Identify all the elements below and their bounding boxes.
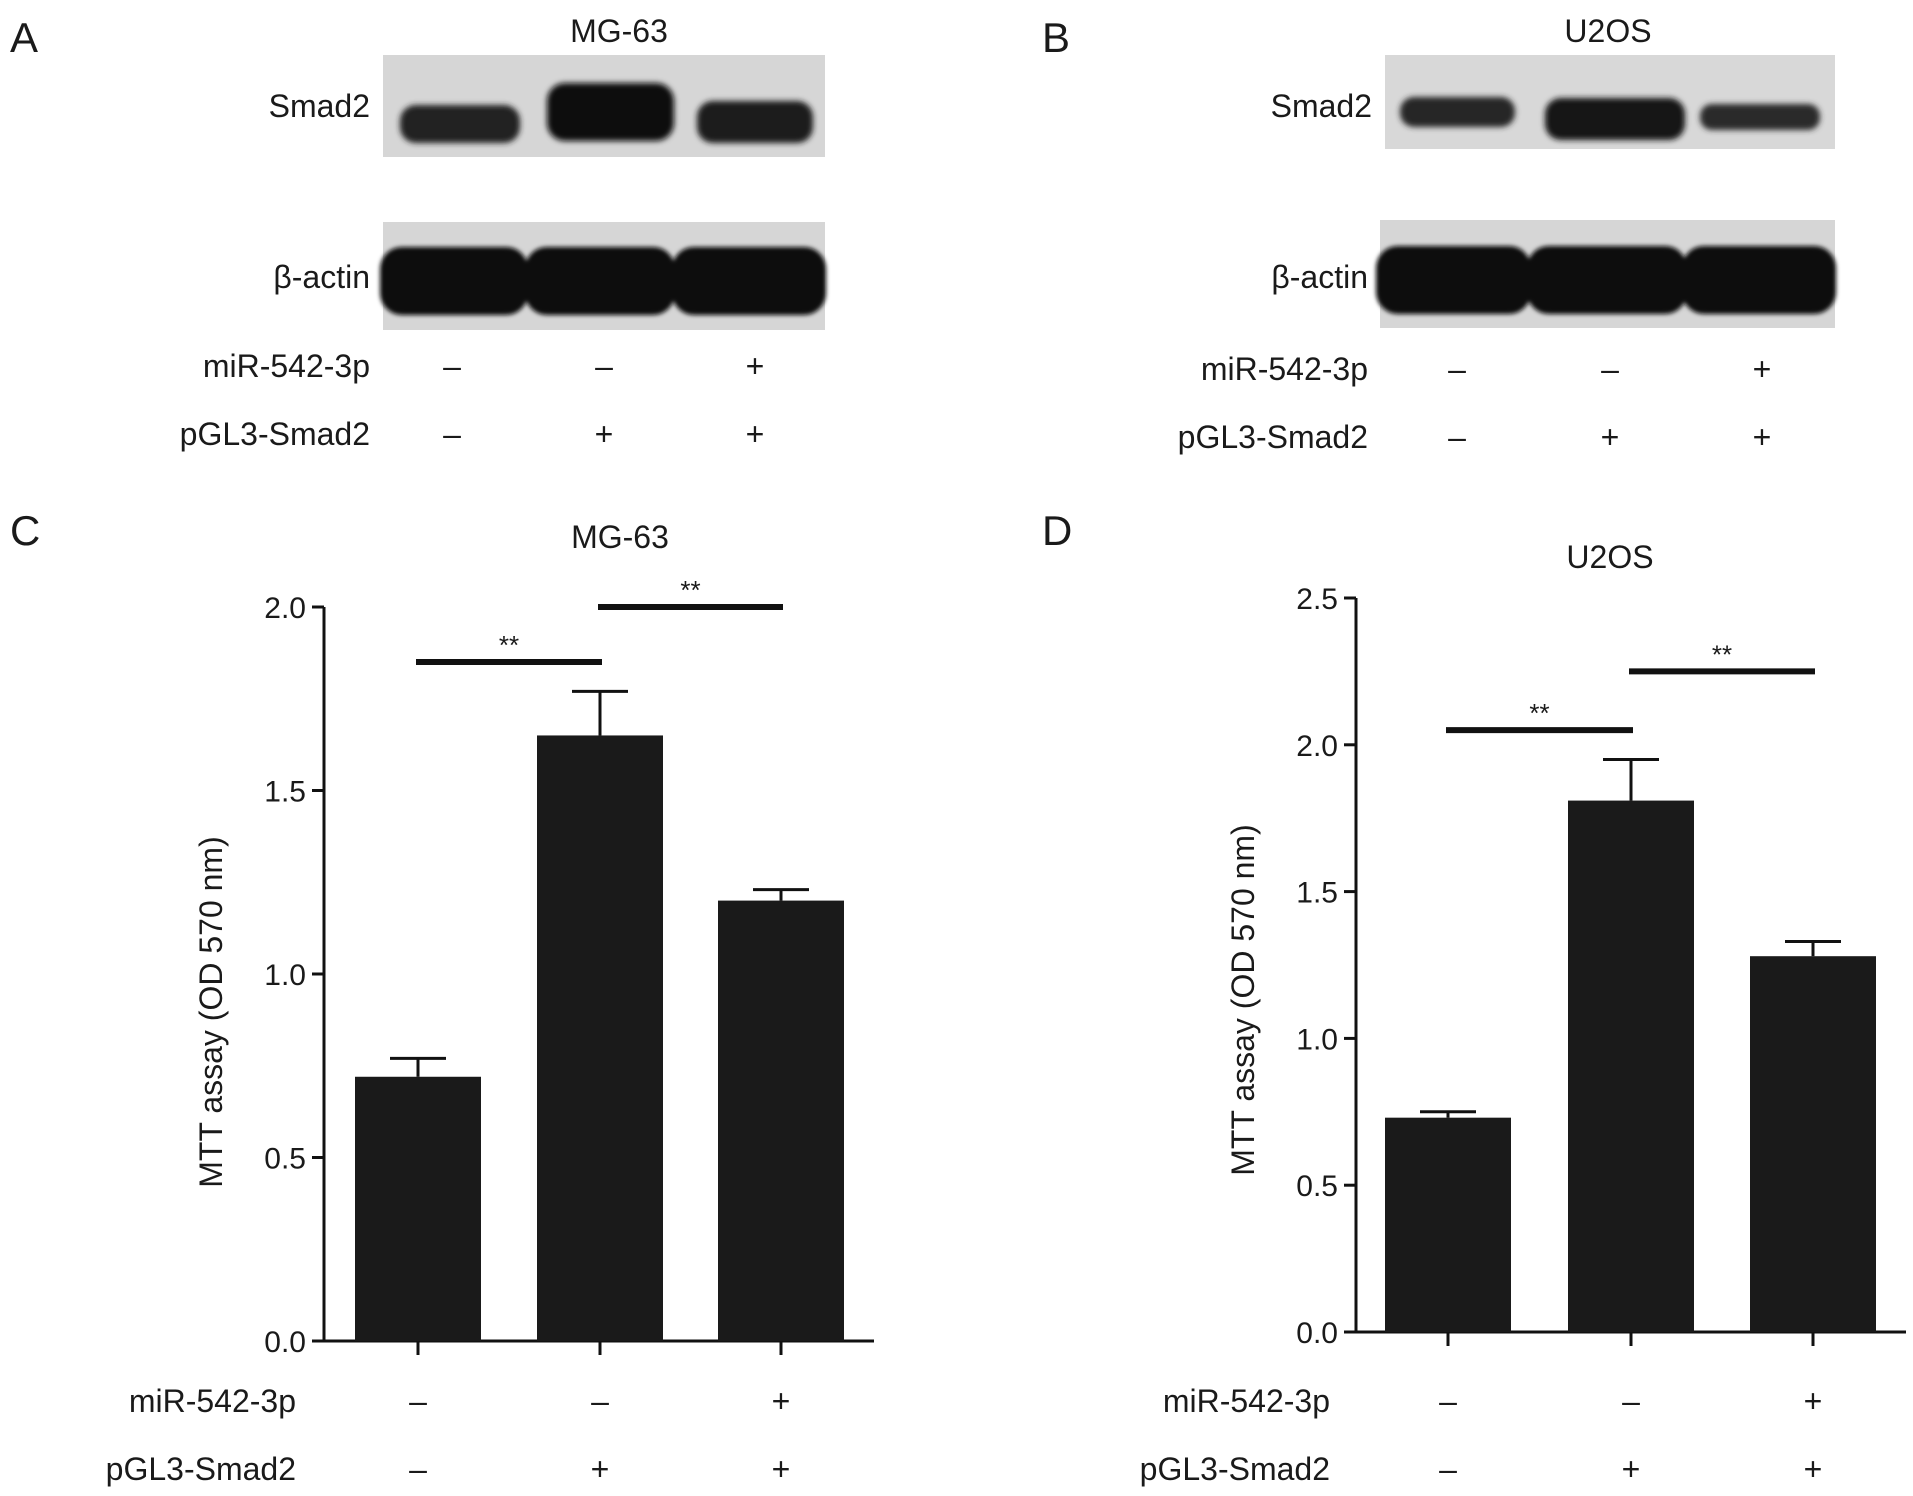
- panel-a-actin-bands: [380, 247, 826, 315]
- panel-d-chart: 0.0 0.5 1.0 1.5 2.0 2.5 ** **: [1296, 583, 1906, 1350]
- panel-d-sign-mir-3: +: [1804, 1383, 1823, 1419]
- panel-c-sign-pgl3-3: +: [772, 1451, 791, 1487]
- panel-d-y-tick-label: 0.5: [1296, 1170, 1338, 1203]
- panel-b-sign-mir-2: –: [1601, 351, 1619, 387]
- panel-a-actin-band-1: [380, 247, 528, 315]
- panel-c-bar-1: [355, 1076, 481, 1341]
- panel-d-significance-label-2: **: [1712, 639, 1732, 669]
- panel-d-letter: D: [1042, 507, 1072, 554]
- panel-a-letter: A: [10, 14, 38, 61]
- panel-d-y-tick-label: 2.5: [1296, 583, 1338, 616]
- panel-c-y-tick-label: 1.5: [264, 776, 306, 809]
- panel-a-sign-pgl3-2: +: [595, 416, 614, 452]
- panel-b-sign-mir-3: +: [1753, 351, 1772, 387]
- panel-b-sign-pgl3-1: –: [1448, 419, 1466, 455]
- panel-c-chart: 0.0 0.5 1.0 1.5 2.0 ** **: [264, 575, 874, 1359]
- panel-a-sign-mir-2: –: [595, 348, 613, 384]
- panel-d-sign-mir-2: –: [1622, 1383, 1640, 1419]
- panel-a-sign-mir-3: +: [746, 348, 765, 384]
- panel-a-actin-band-3: [672, 247, 826, 315]
- panel-d-bar-1: [1385, 1117, 1511, 1332]
- panel-d-y-tick-label: 2.0: [1296, 730, 1338, 763]
- panel-a-smad2-bands: [400, 83, 813, 143]
- panel-b-smad2-band-1: [1400, 97, 1515, 127]
- panel-c-sign-pgl3-1: –: [409, 1451, 427, 1487]
- panel-b-actin-band-2: [1527, 246, 1687, 314]
- panel-d-bar-2: [1568, 800, 1694, 1332]
- panel-d-bar-3: [1750, 956, 1876, 1332]
- panel-b-sign-pgl3-2: +: [1601, 419, 1620, 455]
- panel-d: D U2OS MTT assay (OD 570 nm) 0.0 0.5 1.0 1.…: [1042, 507, 1906, 1487]
- panel-d-sign-mir-1: –: [1439, 1383, 1457, 1419]
- panel-a-sign-mir-1: –: [443, 348, 461, 384]
- panel-d-sign-pgl3-2: +: [1622, 1451, 1641, 1487]
- panel-c-bar-2: [537, 735, 663, 1341]
- panel-b-actin-band-1: [1376, 246, 1531, 314]
- panel-a-sign-pgl3-3: +: [746, 416, 765, 452]
- panel-c-significance-label-2: **: [680, 575, 700, 605]
- panel-b-smad2-label: Smad2: [1271, 88, 1372, 124]
- panel-c-sign-mir-3: +: [772, 1383, 791, 1419]
- panel-d-sign-pgl3-3: +: [1804, 1451, 1823, 1487]
- panel-b-sign-pgl3-3: +: [1753, 419, 1772, 455]
- panel-c-title: MG-63: [571, 519, 669, 555]
- panel-c-sign-mir-1: –: [409, 1383, 427, 1419]
- panel-a-title: MG-63: [570, 13, 668, 49]
- panel-c-y-axis-label: MTT assay (OD 570 nm): [193, 836, 229, 1187]
- panel-a: A MG-63 Smad2 β-actin miR-542-3p pGL3-Sm…: [10, 13, 826, 452]
- panel-a-row-label-pgl3: pGL3-Smad2: [180, 416, 370, 452]
- panel-c-signs: – – + – + +: [409, 1383, 790, 1487]
- panel-b-letter: B: [1042, 14, 1070, 61]
- panel-d-significance-label-1: **: [1529, 698, 1549, 728]
- panel-a-smad2-label: Smad2: [269, 88, 370, 124]
- panel-c: C MG-63 MTT assay (OD 570 nm) 0.0 0.5 1.0 1…: [10, 507, 874, 1487]
- panel-b-sign-mir-1: –: [1448, 351, 1466, 387]
- panel-c-y-tick-label: 0.0: [264, 1326, 306, 1359]
- panel-a-row-label-mir: miR-542-3p: [203, 348, 370, 384]
- panel-b-smad2-band-2: [1545, 98, 1685, 140]
- panel-c-sign-pgl3-2: +: [591, 1451, 610, 1487]
- panel-d-row-label-mir: miR-542-3p: [1163, 1383, 1330, 1419]
- panel-d-y-tick-label: 0.0: [1296, 1317, 1338, 1350]
- panel-a-actin-band-2: [525, 247, 675, 315]
- panel-c-row-label-pgl3: pGL3-Smad2: [106, 1451, 296, 1487]
- panel-a-smad2-band-3: [697, 101, 813, 143]
- panel-d-y-tick-label: 1.0: [1296, 1023, 1338, 1056]
- panel-d-y-axis-label: MTT assay (OD 570 nm): [1225, 824, 1261, 1175]
- panel-d-title: U2OS: [1566, 539, 1653, 575]
- panel-c-sign-mir-2: –: [591, 1383, 609, 1419]
- panel-d-y-tick-label: 1.5: [1296, 877, 1338, 910]
- panel-b-smad2-bands: [1400, 97, 1820, 140]
- panel-a-smad2-band-2: [547, 83, 674, 141]
- panel-b-actin-label: β-actin: [1271, 259, 1368, 295]
- panel-c-significance-label-1: **: [499, 630, 519, 660]
- panel-b-row-label-pgl3: pGL3-Smad2: [1178, 419, 1368, 455]
- panel-b: B U2OS Smad2 β-actin miR-542-3p pGL3-Sma…: [1042, 13, 1836, 455]
- panel-d-signs: – – + – + +: [1439, 1383, 1822, 1487]
- panel-a-actin-label: β-actin: [273, 259, 370, 295]
- panel-b-actin-bands: [1376, 246, 1836, 314]
- panel-a-signs: – – + – + +: [443, 348, 764, 452]
- panel-c-y-tick-label: 1.0: [264, 959, 306, 992]
- panel-c-letter: C: [10, 507, 40, 554]
- panel-d-sign-pgl3-1: –: [1439, 1451, 1457, 1487]
- panel-c-y-tick-label: 0.5: [264, 1143, 306, 1176]
- panel-d-row-label-pgl3: pGL3-Smad2: [1140, 1451, 1330, 1487]
- panel-b-actin-band-3: [1682, 246, 1836, 314]
- panel-b-signs: – – + – + +: [1448, 351, 1771, 455]
- panel-c-y-tick-label: 2.0: [264, 592, 306, 625]
- panel-b-smad2-band-3: [1700, 104, 1820, 130]
- panel-b-row-label-mir: miR-542-3p: [1201, 351, 1368, 387]
- panel-c-bar-3: [718, 900, 844, 1341]
- panel-a-sign-pgl3-1: –: [443, 416, 461, 452]
- panel-c-row-label-mir: miR-542-3p: [129, 1383, 296, 1419]
- panel-b-title: U2OS: [1564, 13, 1651, 49]
- panel-a-smad2-band-1: [400, 105, 520, 143]
